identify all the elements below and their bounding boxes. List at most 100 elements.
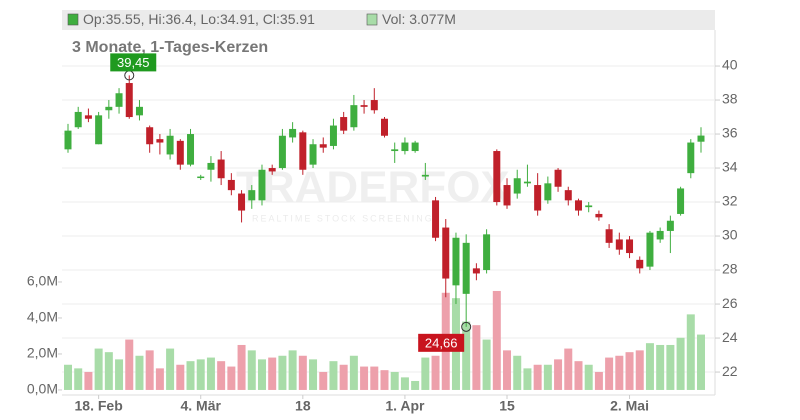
volume-bar (625, 352, 634, 390)
chart-title: 3 Monate, 1-Tages-Kerzen (72, 39, 268, 56)
candle-body (656, 230, 664, 240)
x-tick-label: 15 (499, 398, 515, 414)
volume-bar (635, 350, 644, 390)
candle-body (258, 169, 266, 201)
candle-body (319, 144, 327, 148)
candle-body (574, 200, 582, 211)
volume-bar (543, 364, 552, 390)
candle-body (564, 190, 572, 201)
volume-bar (257, 359, 266, 390)
volume-bar (227, 366, 236, 390)
candle-body (309, 144, 317, 165)
volume-bar (309, 359, 318, 390)
candle-body (370, 100, 378, 111)
x-tick-label: 2. Mai (610, 398, 649, 414)
candle-body (626, 239, 634, 254)
volume-bar (503, 350, 512, 390)
volume-bar (94, 348, 103, 390)
y-tick-label: 30 (722, 227, 738, 243)
volume-bar (64, 364, 72, 390)
candle-body (585, 205, 593, 208)
volume-bar (360, 366, 369, 390)
candle-body (595, 213, 603, 218)
candle-body (217, 159, 225, 179)
candle-body (554, 169, 562, 187)
volume-bar (676, 337, 685, 390)
annotation-label: 39,45 (117, 55, 150, 70)
candle-body (493, 151, 501, 203)
candle-body (636, 259, 644, 269)
candle-body (166, 135, 174, 155)
candle-body (687, 142, 695, 174)
candle-body (697, 135, 705, 142)
volume-bar (247, 350, 256, 390)
volume-bar (206, 357, 215, 390)
volume-bar (217, 361, 226, 390)
candle-body (472, 268, 480, 274)
candle-body (289, 128, 297, 138)
y2-tick-label: 4,0M (27, 309, 58, 325)
legend-swatch (366, 13, 378, 26)
candle-body (146, 127, 154, 145)
volume-bar (645, 343, 654, 390)
candle-body (462, 242, 470, 294)
volume-bar (166, 348, 175, 390)
volume-bar (125, 339, 134, 390)
candle-body (207, 162, 215, 170)
candle-body (452, 237, 460, 286)
candle-body (503, 185, 511, 206)
candle-body (534, 185, 542, 211)
volume-bar (329, 361, 338, 390)
x-tick-label: 18 (295, 398, 311, 414)
x-tick-label: 4. Mär (180, 398, 221, 414)
volume-bar (339, 364, 348, 390)
candle-body (350, 105, 358, 128)
volume-bar (482, 339, 491, 390)
watermark: TRADERFOX (236, 163, 510, 212)
y-tick-label: 22 (722, 363, 738, 379)
volume-bar (278, 355, 287, 390)
legend-label: Vol: 3.077M (382, 11, 456, 27)
volume-bar (431, 355, 440, 390)
candle-body (677, 188, 685, 214)
volume-bar (421, 357, 430, 390)
candle-body (299, 132, 307, 170)
volume-bar (390, 371, 399, 390)
candle-body (248, 190, 256, 201)
candle-body (615, 239, 623, 250)
volume-bar (400, 377, 409, 390)
volume-bar (196, 359, 205, 390)
candle-body (64, 130, 72, 150)
y2-tick-label: 6,0M (27, 273, 58, 289)
volume-bar (411, 380, 420, 390)
legend-bar (62, 10, 715, 30)
y2-tick-label: 2,0M (27, 345, 58, 361)
volume-bar (533, 364, 542, 390)
volume-bar (462, 321, 471, 390)
volume-bar (268, 357, 277, 390)
volume-bar (135, 355, 144, 390)
candle-body (666, 220, 674, 231)
volume-bar (605, 357, 614, 390)
volume-bar (84, 371, 93, 390)
candle-body (95, 115, 103, 145)
candle-body (442, 227, 450, 279)
volume-bar (584, 364, 593, 390)
candle-body (125, 83, 133, 118)
y-tick-label: 28 (722, 261, 738, 277)
candle-body (268, 168, 276, 172)
volume-bar (115, 359, 124, 390)
volume-bar (656, 344, 665, 390)
volume-bar (349, 355, 358, 390)
y-tick-label: 24 (722, 329, 738, 345)
volume-bar (594, 371, 603, 390)
volume-bar (523, 368, 532, 390)
volume-bar (574, 361, 583, 390)
volume-bar (513, 355, 522, 390)
annotation-box (418, 333, 465, 352)
candle-body (187, 134, 195, 165)
candle-body (411, 142, 419, 152)
candle-body (156, 139, 164, 143)
candle-body (340, 117, 348, 131)
